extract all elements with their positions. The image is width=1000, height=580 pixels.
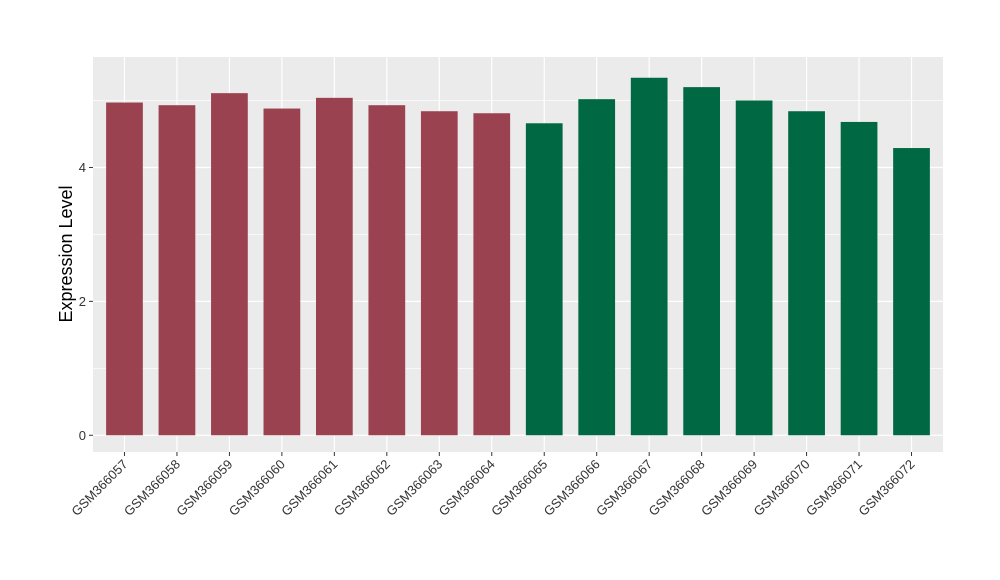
bar-GSM366057 bbox=[106, 102, 143, 436]
bar-GSM366069 bbox=[735, 100, 773, 436]
bar-GSM366066 bbox=[578, 99, 616, 436]
y-axis: 0 2 4 bbox=[79, 160, 93, 443]
bar-GSM366068 bbox=[683, 87, 721, 436]
bar-GSM366063 bbox=[420, 111, 458, 436]
x-axis: GSM366057GSM366058GSM366059GSM366060GSM3… bbox=[68, 452, 918, 519]
bar-GSM366065 bbox=[525, 123, 563, 436]
bar-GSM366070 bbox=[788, 111, 825, 436]
bars bbox=[106, 77, 930, 436]
y-axis-title: Expression Level bbox=[56, 185, 76, 322]
x-tick-label: GSM366072 bbox=[855, 457, 917, 519]
bar-GSM366072 bbox=[893, 148, 930, 436]
bar-GSM366058 bbox=[158, 105, 196, 436]
bar-GSM366061 bbox=[315, 97, 353, 436]
bar-GSM366062 bbox=[368, 105, 406, 436]
y-tick-label: 0 bbox=[79, 428, 86, 443]
y-tick-label: 2 bbox=[79, 294, 86, 309]
bar-GSM366059 bbox=[211, 93, 248, 436]
bar-GSM366064 bbox=[473, 113, 511, 436]
y-tick-label: 4 bbox=[79, 160, 86, 175]
bar-GSM366071 bbox=[840, 121, 878, 436]
bar-GSM366060 bbox=[263, 108, 301, 436]
bar-GSM366067 bbox=[630, 77, 668, 436]
